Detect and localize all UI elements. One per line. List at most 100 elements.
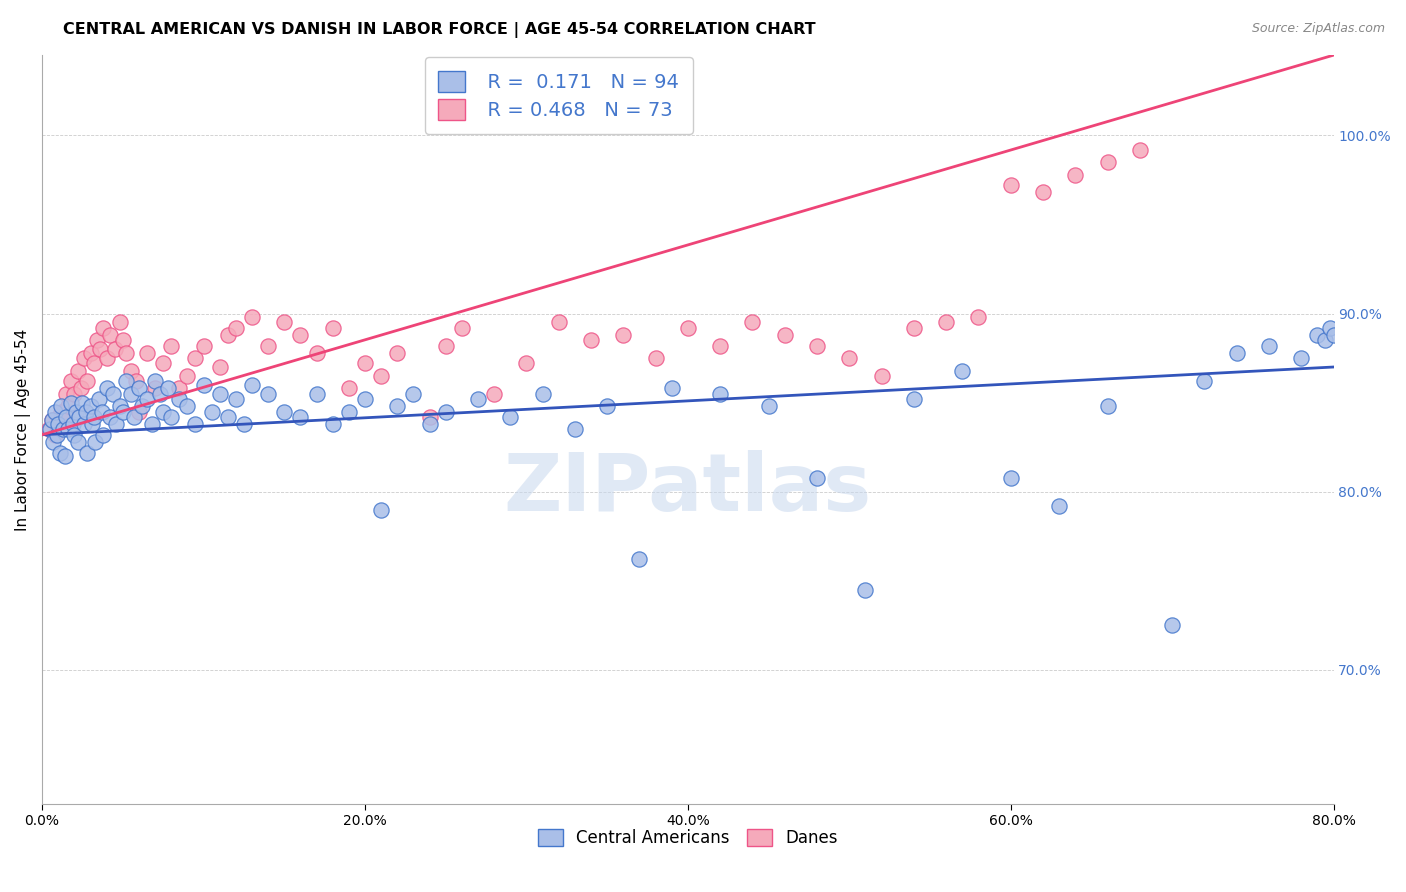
Point — [45, 427, 67, 442]
Point — [105, 417, 128, 431]
Point — [450, 320, 472, 334]
Point — [1161, 618, 1184, 632]
Point — [935, 315, 957, 329]
Text: ZIPatlas: ZIPatlas — [503, 450, 872, 528]
Point — [55, 386, 77, 401]
Point — [661, 381, 683, 395]
Point — [208, 359, 231, 374]
Point — [157, 381, 180, 395]
Point — [53, 409, 76, 424]
Point — [596, 399, 619, 413]
Point — [115, 345, 138, 359]
Point — [290, 409, 312, 424]
Point — [305, 386, 328, 401]
Point — [853, 582, 876, 597]
Point — [184, 351, 207, 365]
Point — [870, 368, 893, 383]
Point — [152, 356, 174, 370]
Point — [903, 320, 925, 334]
Point — [950, 363, 973, 377]
Point — [98, 327, 121, 342]
Point — [434, 404, 457, 418]
Point — [143, 381, 166, 395]
Point — [152, 404, 174, 418]
Point — [136, 392, 159, 406]
Point — [111, 404, 134, 418]
Point — [143, 374, 166, 388]
Point — [115, 374, 138, 388]
Point — [65, 404, 87, 418]
Point — [564, 422, 586, 436]
Point — [44, 427, 66, 442]
Point — [120, 363, 142, 377]
Point — [136, 345, 159, 359]
Point — [131, 399, 153, 413]
Point — [87, 392, 110, 406]
Point — [104, 342, 127, 356]
Point — [149, 386, 172, 401]
Point — [51, 404, 73, 418]
Point — [1047, 499, 1070, 513]
Point — [208, 386, 231, 401]
Point — [42, 434, 65, 449]
Point — [128, 381, 150, 395]
Point — [418, 409, 440, 424]
Point — [46, 417, 69, 431]
Point — [51, 399, 73, 413]
Point — [1226, 345, 1249, 359]
Point — [1064, 168, 1087, 182]
Point — [370, 368, 392, 383]
Point — [86, 333, 108, 347]
Point — [122, 409, 145, 424]
Point — [49, 445, 72, 459]
Point — [628, 552, 651, 566]
Point — [217, 327, 239, 342]
Point — [52, 422, 75, 436]
Y-axis label: In Labor Force | Age 45-54: In Labor Force | Age 45-54 — [15, 328, 31, 531]
Point — [120, 386, 142, 401]
Point — [257, 338, 280, 352]
Point — [73, 417, 96, 431]
Point — [322, 320, 344, 334]
Point — [290, 327, 312, 342]
Point — [676, 320, 699, 334]
Point — [1097, 155, 1119, 169]
Point — [1032, 186, 1054, 200]
Point — [160, 409, 183, 424]
Point — [434, 338, 457, 352]
Point — [75, 404, 97, 418]
Point — [201, 404, 224, 418]
Point — [60, 395, 83, 409]
Point — [273, 404, 295, 418]
Point — [322, 417, 344, 431]
Point — [903, 392, 925, 406]
Point — [741, 315, 763, 329]
Point — [240, 310, 263, 325]
Point — [232, 417, 254, 431]
Point — [93, 427, 115, 442]
Point — [76, 374, 98, 388]
Point — [89, 342, 111, 356]
Point — [111, 333, 134, 347]
Point — [1129, 143, 1152, 157]
Point — [531, 386, 554, 401]
Point — [354, 356, 377, 370]
Point — [66, 434, 89, 449]
Point — [83, 356, 105, 370]
Point — [387, 345, 409, 359]
Point — [176, 368, 198, 383]
Point — [160, 338, 183, 352]
Point — [72, 395, 94, 409]
Point — [257, 386, 280, 401]
Point — [55, 409, 77, 424]
Point — [967, 310, 990, 325]
Point — [612, 327, 634, 342]
Point — [56, 399, 79, 413]
Point — [38, 422, 60, 436]
Point — [70, 381, 93, 395]
Point — [1289, 351, 1312, 365]
Point — [240, 377, 263, 392]
Point — [547, 315, 569, 329]
Point — [838, 351, 860, 365]
Point — [41, 413, 63, 427]
